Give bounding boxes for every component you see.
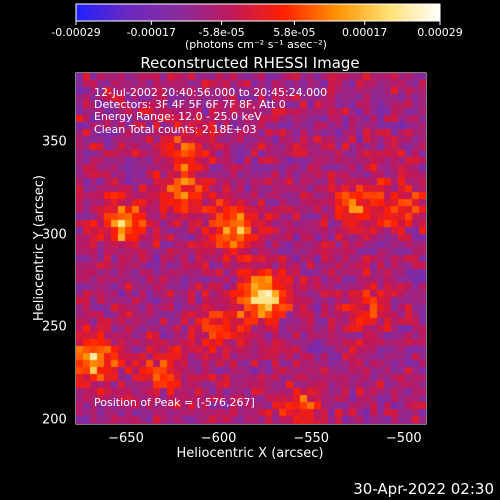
plot-area [76, 73, 426, 424]
colorbar-unit-label: (photons cm⁻² s⁻¹ asec⁻²) [185, 38, 327, 51]
x-axis-label: Heliocentric X (arcsec) [176, 446, 324, 461]
annotation-time-range: 12-Jul-2002 20:40:56.000 to 20:45:24.000 [94, 86, 328, 99]
y-axis-label: Heliocentric Y (arcsec) [32, 175, 47, 321]
annotation-energy-range: Energy Range: 12.0 - 25.0 keV [94, 110, 262, 124]
colorbar [75, 3, 441, 22]
colorbar-tick-label: -0.00029 [51, 26, 101, 39]
timestamp-footer: 30-Apr-2022 02:30 [353, 480, 494, 498]
peak-position-label: Position of Peak = [-576,267] [94, 396, 255, 409]
colorbar-ticks [75, 21, 441, 25]
y-tick-label: 250 [42, 319, 67, 335]
x-tick-label: −500 [385, 431, 422, 446]
annotation-detectors: Detectors: 3F 4F 5F 6F 7F 8F, Att 0 [94, 98, 286, 112]
colorbar-tick-label: 0.00029 [417, 26, 463, 39]
annotation-clean-counts: Clean Total counts: 2.18E+03 [94, 122, 257, 136]
y-tick-label: 200 [42, 412, 67, 428]
colorbar-tick-label: -5.8e-05 [198, 26, 245, 39]
colorbar-tick-label: 0.00017 [341, 26, 388, 39]
colorbar-tick-label: 5.8e-05 [273, 26, 316, 39]
x-tick-label: −550 [293, 431, 330, 446]
x-tick-label: −600 [200, 431, 237, 446]
chart-title: Reconstructed RHESSI Image [140, 54, 360, 72]
heatmap-image [76, 73, 426, 424]
colorbar-tick-label: -0.00017 [126, 26, 177, 39]
x-tick-label: −650 [108, 431, 144, 446]
annotation-block: 12-Jul-2002 20:40:56.000 to 20:45:24.000… [94, 86, 328, 136]
y-tick-label: 350 [42, 134, 67, 150]
y-tick-label: 300 [42, 227, 67, 243]
